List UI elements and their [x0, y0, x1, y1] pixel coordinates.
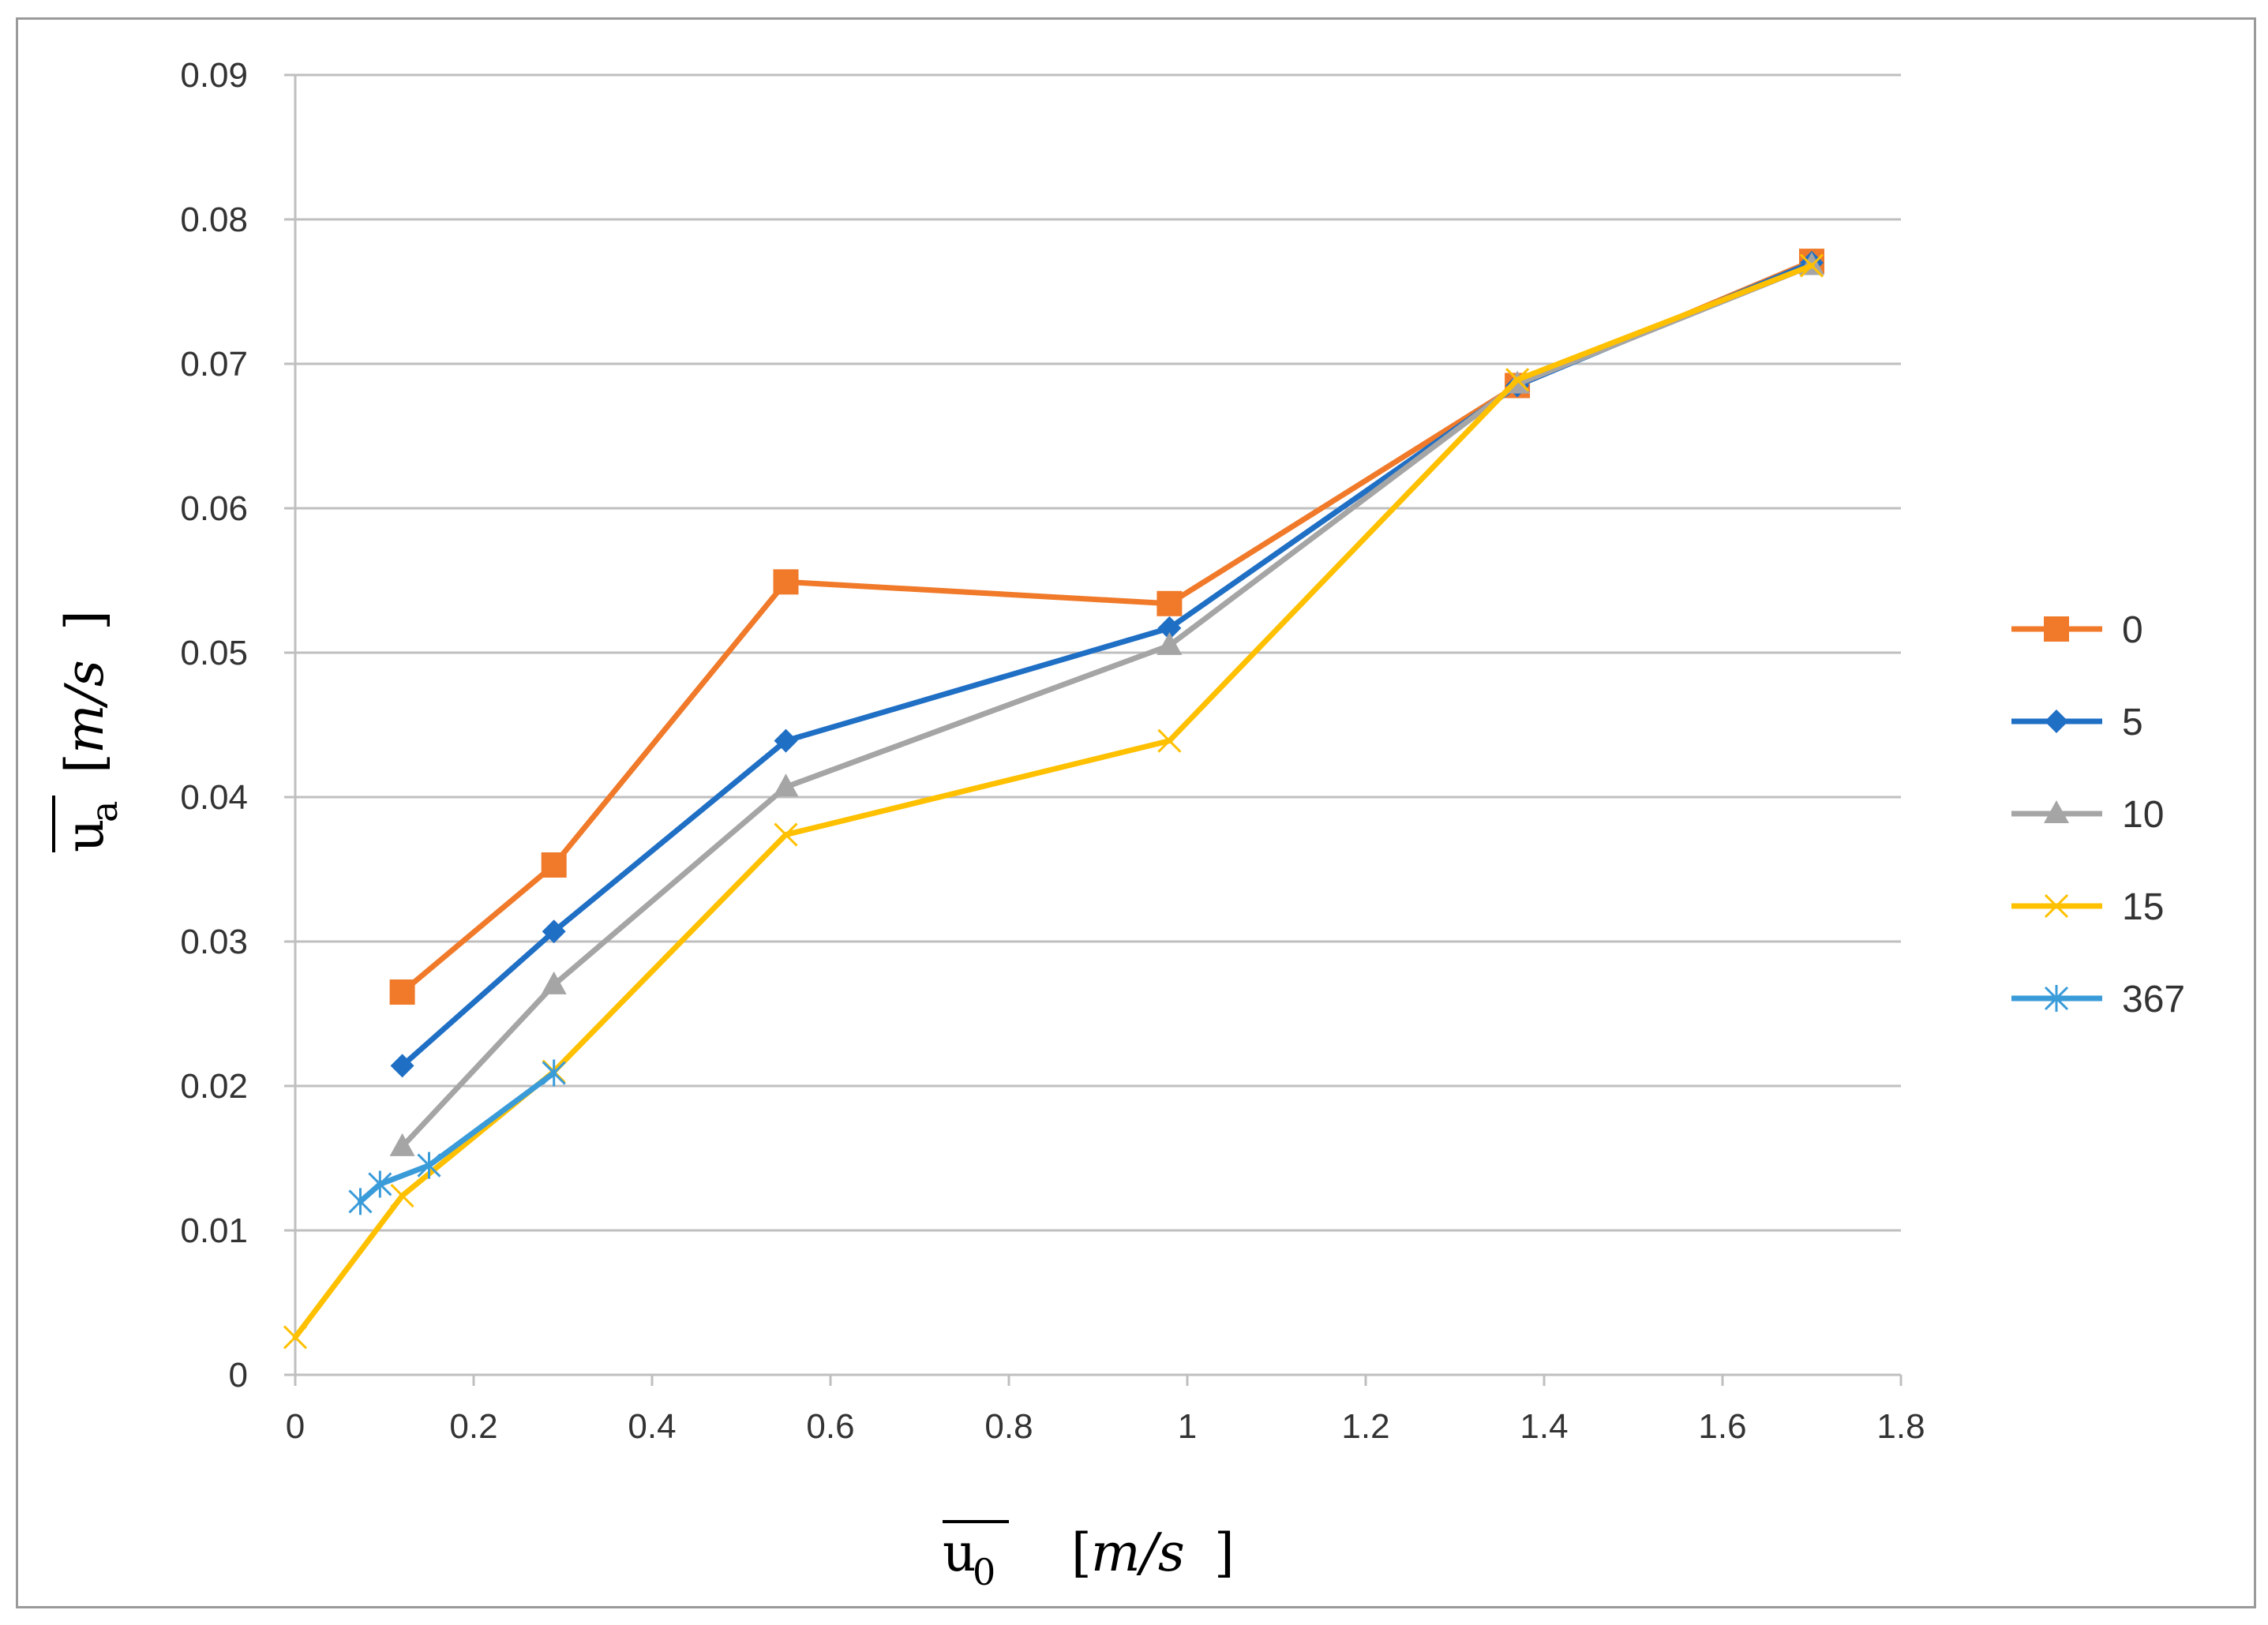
- data-point-15: [774, 822, 798, 847]
- data-point-10: [541, 971, 567, 994]
- x-tick-label: 1: [1178, 1407, 1197, 1446]
- legend-item-0: 0: [2011, 609, 2143, 651]
- x-tick-label: 1.2: [1341, 1407, 1389, 1446]
- series-line-367: [357, 1070, 557, 1204]
- data-point-15: [1157, 728, 1182, 753]
- data-point-10: [773, 773, 799, 797]
- y-axis-symbol: u: [54, 818, 115, 852]
- x-tick-label: 1.8: [1876, 1407, 1925, 1446]
- data-point-5: [390, 1054, 414, 1078]
- x-tick-label: 0: [286, 1407, 305, 1446]
- y-tick-labels: 0 0.01 0.02 0.03 0.04 0.05 0.06 0.07 0.08 0.09: [180, 56, 248, 1395]
- y-tick-label: 0: [229, 1356, 248, 1395]
- series-lines: [283, 249, 1824, 1350]
- y-tick-label: 0.04: [180, 778, 248, 817]
- data-point-10: [389, 1133, 415, 1156]
- data-point-15: [1505, 368, 1530, 392]
- y-axis-subscript: a: [83, 801, 126, 822]
- data-point-0: [1156, 590, 1183, 616]
- legend-marker: [2044, 800, 2069, 823]
- legend-marker: [2045, 710, 2068, 733]
- legend-label: 367: [2122, 979, 2185, 1020]
- y-tick-label: 0.06: [180, 489, 248, 528]
- legend-item-367: 367: [2011, 979, 2185, 1020]
- legend-item-15: 15: [2011, 886, 2164, 928]
- legend: 0 5 10 15 367: [2011, 609, 2185, 1020]
- series-line-5: [399, 260, 1815, 1069]
- data-point-0: [389, 979, 415, 1005]
- data-point-367: [348, 1188, 373, 1215]
- y-axis-units: m/s: [54, 660, 115, 754]
- y-tick-label: 0.02: [180, 1067, 248, 1106]
- data-point-367: [368, 1170, 392, 1198]
- x-axis-symbol: u: [943, 1522, 977, 1583]
- legend-label: 15: [2122, 886, 2164, 928]
- y-tick-label: 0.01: [180, 1211, 248, 1250]
- data-point-5: [542, 919, 566, 944]
- y-tick-label: 0.09: [180, 56, 248, 95]
- x-axis-units: m/s: [1091, 1522, 1185, 1583]
- data-point-367: [542, 1059, 566, 1087]
- data-point-367: [417, 1151, 441, 1179]
- data-point-15: [390, 1184, 414, 1208]
- data-point-0: [773, 569, 799, 595]
- x-tick-label: 0.8: [984, 1407, 1033, 1446]
- x-tick-labels: 0 0.2 0.4 0.6 0.8 1 1.2 1.4 1.6 1.8: [286, 1407, 1925, 1446]
- legend-item-5: 5: [2011, 702, 2143, 743]
- legend-marker: [2044, 893, 2069, 919]
- x-tick-label: 0.2: [449, 1407, 497, 1446]
- x-tick-label: 0.6: [806, 1407, 854, 1446]
- axes: [284, 73, 1902, 1386]
- data-point-10: [1156, 631, 1183, 655]
- data-point-0: [541, 852, 567, 878]
- y-tick-label: 0.07: [180, 345, 248, 384]
- x-axis-subscript: 0: [973, 1551, 995, 1593]
- chart-frame: [16, 17, 2256, 1608]
- x-axis-title: u 0 [ m/s ]: [943, 1520, 1235, 1593]
- y-tick-label: 0.03: [180, 923, 248, 961]
- data-point-15: [1799, 253, 1824, 278]
- y-axis-units-open: [: [54, 753, 115, 773]
- x-axis-units-open: [: [1071, 1522, 1092, 1583]
- legend-item-10: 10: [2011, 794, 2164, 836]
- y-tick-label: 0.08: [180, 200, 248, 239]
- x-tick-label: 1.4: [1520, 1407, 1568, 1446]
- x-tick-label: 0.4: [628, 1407, 676, 1446]
- y-axis-title: u a [ m/s ]: [52, 610, 126, 852]
- x-tick-label: 1.6: [1698, 1407, 1746, 1446]
- legend-marker: [2044, 616, 2069, 642]
- data-point-5: [1157, 616, 1182, 640]
- series-line-15: [292, 263, 1815, 1340]
- legend-label: 10: [2122, 794, 2164, 836]
- series-367: [348, 1059, 566, 1215]
- legend-label: 5: [2122, 702, 2143, 743]
- series-10: [389, 252, 1824, 1156]
- legend-marker: [2044, 985, 2069, 1012]
- data-point-15: [283, 1325, 308, 1350]
- legend-label: 0: [2122, 609, 2143, 651]
- series-15: [283, 253, 1824, 1350]
- series-line-10: [399, 263, 1815, 1150]
- series-5: [390, 250, 1824, 1078]
- data-point-5: [774, 728, 798, 753]
- gridlines: [295, 73, 1901, 1232]
- y-tick-label: 0.05: [180, 634, 248, 672]
- x-axis-units-close: ]: [1214, 1522, 1235, 1583]
- y-axis-units-close: ]: [54, 610, 115, 631]
